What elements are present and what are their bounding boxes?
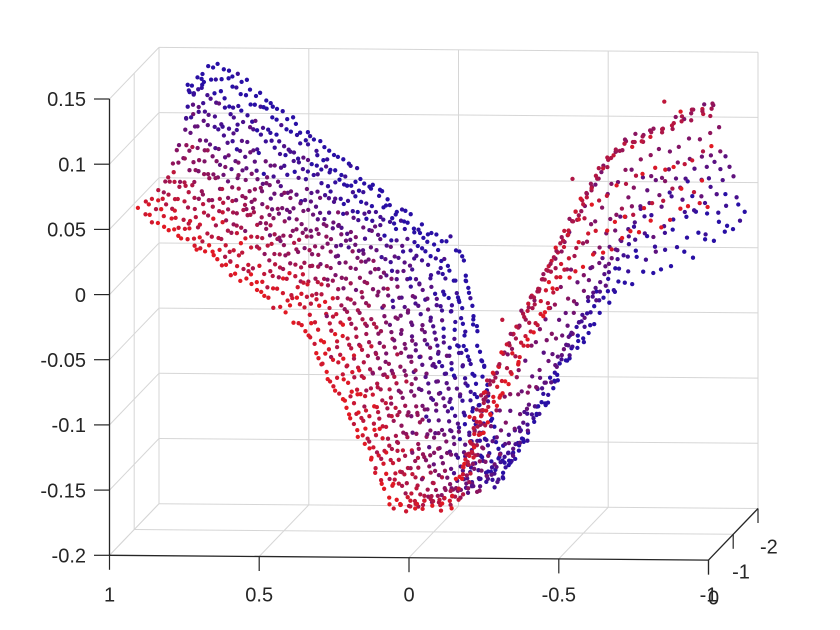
svg-text:-2: -2 [760, 536, 778, 558]
svg-text:-0.1: -0.1 [52, 415, 86, 437]
svg-text:1: 1 [104, 584, 115, 606]
svg-text:-1: -1 [732, 562, 750, 584]
svg-text:0: 0 [708, 588, 719, 610]
svg-text:-0.15: -0.15 [40, 480, 86, 502]
svg-text:-1: -1 [700, 584, 718, 606]
svg-text:0.5: 0.5 [245, 584, 273, 606]
svg-text:-0.2: -0.2 [52, 546, 86, 568]
svg-text:-0.5: -0.5 [542, 584, 576, 606]
svg-text:0: 0 [403, 584, 414, 606]
svg-text:0.05: 0.05 [47, 220, 86, 242]
svg-text:0.1: 0.1 [58, 154, 86, 176]
svg-text:-0.05: -0.05 [40, 350, 86, 372]
svg-text:0: 0 [75, 285, 86, 307]
svg-text:0.15: 0.15 [47, 89, 86, 111]
